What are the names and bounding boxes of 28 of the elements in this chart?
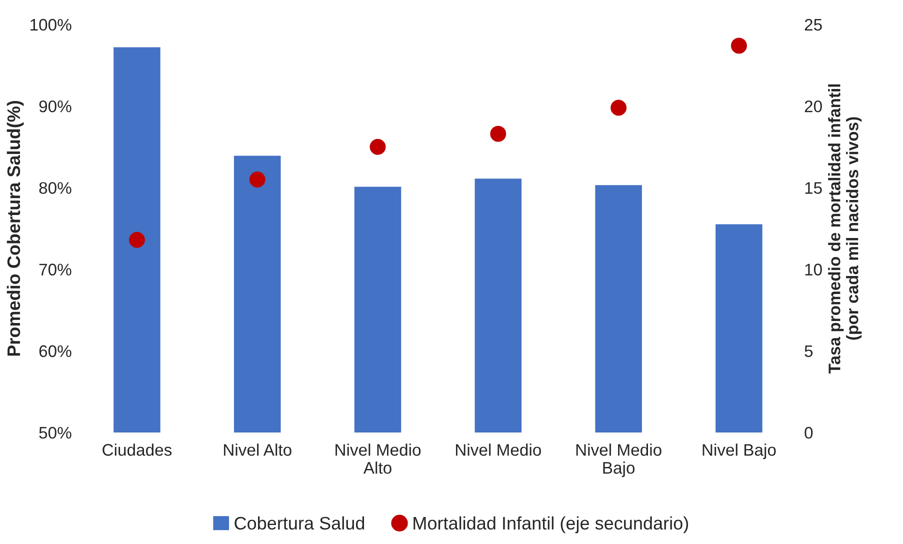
x-tick-label: Nivel Alto <box>224 444 292 456</box>
y-tick-label: 50% <box>39 426 72 439</box>
y-tick-label: 100% <box>30 18 72 31</box>
point <box>370 138 386 155</box>
y-tick-label: 80% <box>39 182 72 194</box>
point <box>610 100 627 116</box>
x-tick-label: Nivel Bajo <box>702 444 776 460</box>
y2-axis-title: Tasa promedio de mortalidad infantil (por cada mil nacidos vivos) <box>828 84 862 374</box>
y2-tick-label: 0 <box>804 426 813 439</box>
y-tick-label: 60% <box>39 345 72 358</box>
y2-tick-label: 15 <box>805 182 822 194</box>
point <box>128 232 145 248</box>
point <box>249 172 266 188</box>
x-tick-label: Nivel Medio Bajo <box>576 444 662 478</box>
y2-tick-label: 5 <box>804 345 813 358</box>
point <box>730 38 747 54</box>
x-tick-label: Nivel Medio <box>456 444 541 456</box>
y2-tick-label: 10 <box>805 264 822 276</box>
y-tick-label: 70% <box>39 264 72 276</box>
y-tick-label: 90% <box>39 100 72 112</box>
x-tick-label: Ciudades <box>102 444 172 456</box>
legend-label: Cobertura Salud <box>234 516 364 530</box>
point <box>490 126 506 142</box>
y-axis-title: Promedio Cobertura Salud(%) <box>6 100 24 356</box>
x-tick-label: Nivel Medio Alto <box>336 444 421 474</box>
y2-tick-label: 25 <box>804 18 822 31</box>
y2-tick-label: 20 <box>804 100 822 112</box>
legend-label: Mortalidad Infantil (eje secundario) <box>414 516 688 534</box>
